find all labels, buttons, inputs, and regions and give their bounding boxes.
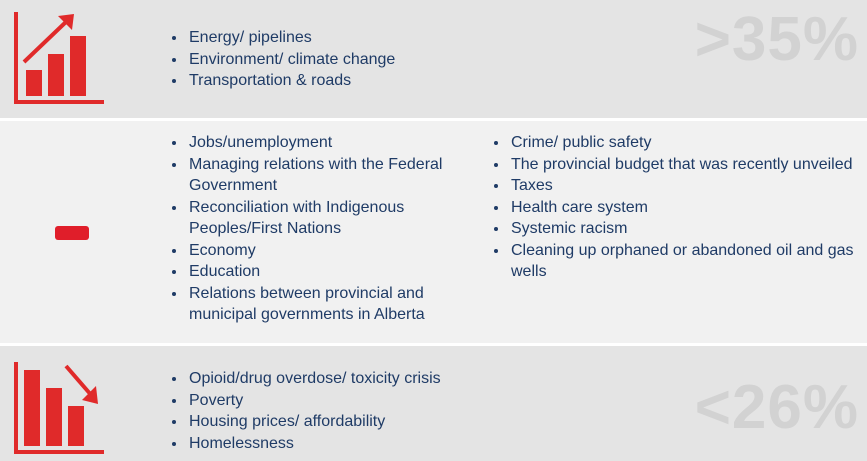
row-neutral: Jobs/unemploymentManaging relations with…	[0, 121, 867, 343]
row-decrease: Opioid/drug overdose/ toxicity crisisPov…	[0, 346, 867, 461]
list: Opioid/drug overdose/ toxicity crisisPov…	[165, 368, 441, 454]
list-item: Relations between provincial and municip…	[187, 283, 482, 326]
list-item: The provincial budget that was recently …	[509, 154, 867, 176]
list-item: Crime/ public safety	[509, 132, 867, 154]
list: Crime/ public safetyThe provincial budge…	[487, 132, 867, 283]
badge: <26%	[694, 373, 859, 442]
list-item: Education	[187, 261, 482, 283]
list-item: Transportation & roads	[187, 70, 395, 92]
list-item: Managing relations with the Federal Gove…	[187, 154, 482, 197]
list: Energy/ pipelinesEnvironment/ climate ch…	[165, 27, 395, 92]
icon-increase	[14, 12, 104, 104]
icon-neutral	[55, 226, 89, 240]
list-item: Cleaning up orphaned or abandoned oil an…	[509, 240, 867, 283]
badge: >35%	[694, 5, 859, 74]
list-item: Taxes	[509, 175, 867, 197]
list: Jobs/unemploymentManaging relations with…	[165, 132, 482, 326]
list-item: Jobs/unemployment	[187, 132, 482, 154]
list-item: Poverty	[187, 390, 441, 412]
list-item: Reconciliation with Indigenous Peoples/F…	[187, 197, 482, 240]
list-item: Environment/ climate change	[187, 49, 395, 71]
list-item: Energy/ pipelines	[187, 27, 395, 49]
list-item: Economy	[187, 240, 482, 262]
list-item: Homelessness	[187, 433, 441, 455]
icon-decrease	[14, 362, 104, 454]
list-item: Opioid/drug overdose/ toxicity crisis	[187, 368, 441, 390]
list-item: Health care system	[509, 197, 867, 219]
list-item: Systemic racism	[509, 218, 867, 240]
list-item: Housing prices/ affordability	[187, 411, 441, 433]
row-increase: Energy/ pipelinesEnvironment/ climate ch…	[0, 0, 867, 118]
